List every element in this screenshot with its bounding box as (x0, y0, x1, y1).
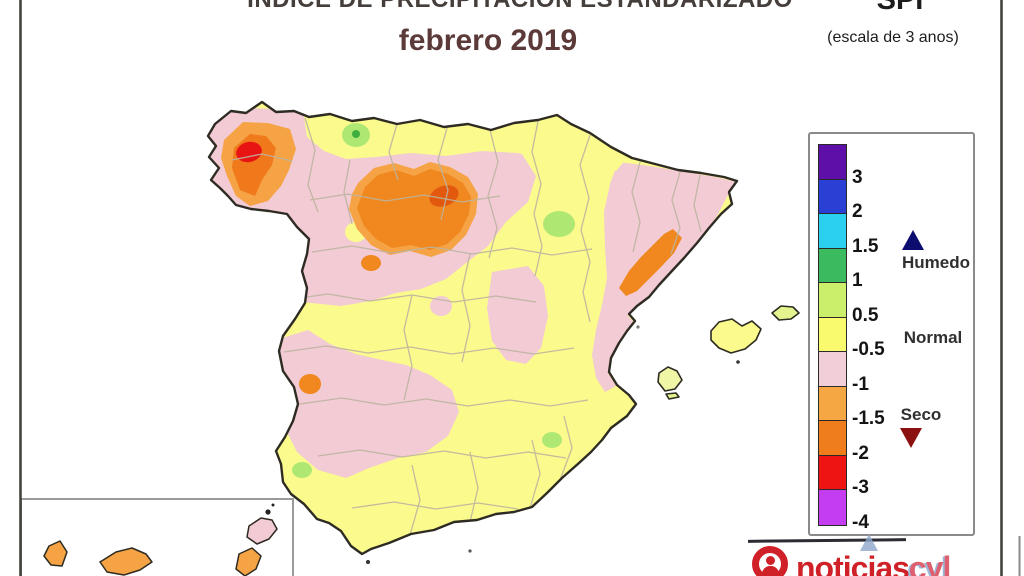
region-wet-north-core (352, 130, 360, 138)
region-dry-northeast (592, 162, 737, 392)
legend-tick-label: -3 (852, 477, 869, 498)
watermark-brand-suffix: cyl (908, 550, 951, 576)
watermark-person-body (762, 566, 779, 576)
island-mallorca (710, 318, 762, 354)
strait-speck (468, 549, 472, 553)
dry-down-triangle-icon (900, 428, 922, 448)
region-dry-southwest (277, 330, 459, 478)
legend-tick-label: 0.5 (852, 304, 879, 326)
legend-tick-label: 1 (852, 270, 863, 291)
region-wet-ebro (543, 211, 575, 237)
map-title: INDICE DE PRECIPITACION ESTANDARIZADO (235, 0, 805, 13)
watermark-rule-icon (747, 538, 907, 543)
island-tenerife (99, 547, 153, 576)
legend-color-segment (819, 317, 846, 352)
island-la-palma (43, 540, 68, 567)
legend-tick-label: 2 (852, 201, 863, 222)
legend-label-seco: Seco (900, 405, 942, 424)
watermark-person-icon (766, 556, 775, 565)
legend-label-humedo: Humedo (902, 253, 970, 272)
balearic-islands (657, 305, 800, 400)
islet-dot (736, 360, 740, 364)
region-severe-duero-spot (361, 255, 381, 271)
legend-color-segment (819, 145, 846, 180)
legend-colorbar (818, 144, 847, 526)
legend-color-segment (819, 214, 846, 249)
legend: 3 2 1.5 1 0.5 -0.5 -1 -1.5 -2 -3 -4 Humedo Normal … (808, 132, 975, 536)
province-borders (231, 117, 702, 536)
legend-tick-label: -1.5 (852, 408, 885, 429)
wet-up-triangle-icon (902, 230, 924, 250)
watermark-accent-icon (860, 534, 878, 551)
canary-inset (20, 498, 294, 576)
islet-dot (271, 503, 275, 507)
region-wet-southwest (292, 462, 312, 478)
region-dry-center-east (487, 266, 548, 364)
legend-color-segment (819, 455, 846, 490)
legend-tick-label: -0.5 (852, 339, 885, 360)
region-extreme-galicia-core (236, 141, 262, 163)
legend-color-segment (819, 283, 846, 318)
legend-color-segment (819, 386, 846, 421)
map-subtitle: febrero 2019 (398, 24, 578, 57)
legend-tick-label: -4 (852, 511, 869, 533)
region-severe-badajoz-spot (299, 374, 321, 394)
legend-color-segment (819, 490, 846, 525)
region-wet-southeast (542, 432, 562, 448)
legend-tick-label: 1.5 (852, 235, 879, 257)
island-formentera (665, 392, 680, 400)
watermark-brand-prefix: noticias (796, 550, 910, 576)
strait-speck (366, 560, 370, 564)
legend-tick-label: -1 (852, 373, 869, 395)
spi-scale-note: (escala de 3 anos) (827, 29, 959, 46)
region-severe-tarragona-coast (619, 229, 682, 296)
legend-color-segment (819, 421, 846, 456)
legend-color-segment (819, 352, 846, 387)
watermark-logo: noticiascyl (744, 532, 1024, 576)
island-la-graciosa (265, 509, 271, 515)
legend-color-segment (819, 248, 846, 283)
legend-label-normal: Normal (903, 328, 963, 347)
legend-color-segment (819, 179, 846, 214)
island-ibiza (657, 366, 683, 392)
island-menorca (771, 305, 800, 321)
spain-coastline (206, 100, 739, 556)
spi-index-label: SPI (876, 0, 924, 16)
island-fuerteventura (235, 547, 262, 576)
watermark-brand: noticiascyl (796, 550, 951, 576)
islet-dot (636, 325, 640, 329)
island-lanzarote (246, 517, 278, 545)
region-severe-northcentral-core (429, 185, 459, 207)
legend-tick-label: 3 (852, 166, 863, 188)
legend-tick-label: -2 (852, 442, 869, 464)
